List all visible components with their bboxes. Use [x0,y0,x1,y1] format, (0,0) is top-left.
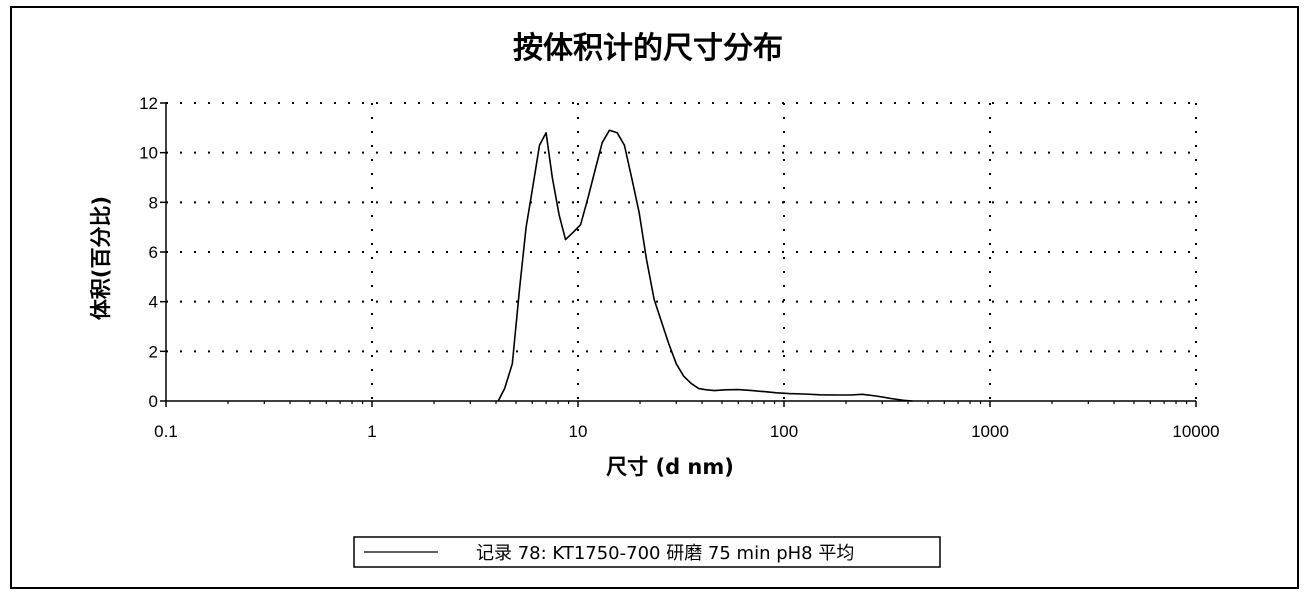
x-tick-label-0.1: 0.1 [154,422,178,441]
x-tick-label-10: 10 [569,422,588,441]
x-tick-label-1: 1 [367,422,376,441]
legend: 记录 78: KT1750-700 研磨 75 min pH8 平均 [353,536,941,568]
y-tick-label-8: 8 [149,193,158,212]
chart-title: 按体积计的尺寸分布 [513,31,783,66]
x-tick-label-10000: 10000 [1172,422,1219,441]
y-tick-label-12: 12 [139,94,158,113]
x-tick-label-1000: 1000 [971,422,1009,441]
legend-box [353,536,941,568]
legend-entry-label: 记录 78: KT1750-700 研磨 75 min pH8 平均 [476,543,854,564]
series-line-0 [497,129,913,402]
x-tick-label-100: 100 [770,422,798,441]
y-tick-label-0: 0 [149,392,158,411]
y-tick-label-6: 6 [149,243,158,262]
series-layer [497,129,913,402]
y-tick-label-4: 4 [149,293,158,312]
y-axis-ticks: 0 2 4 6 8 10 12 [139,94,166,411]
y-tick-label-2: 2 [149,342,158,361]
x-axis-label: 尺寸 (d nm) [606,455,734,479]
x-axis-ticks: 0.1 1 10 100 1000 10000 [154,401,1220,441]
grid-lines [166,102,1197,401]
y-tick-label-10: 10 [139,144,158,163]
y-axis-label: 体积(百分比) [89,196,113,320]
